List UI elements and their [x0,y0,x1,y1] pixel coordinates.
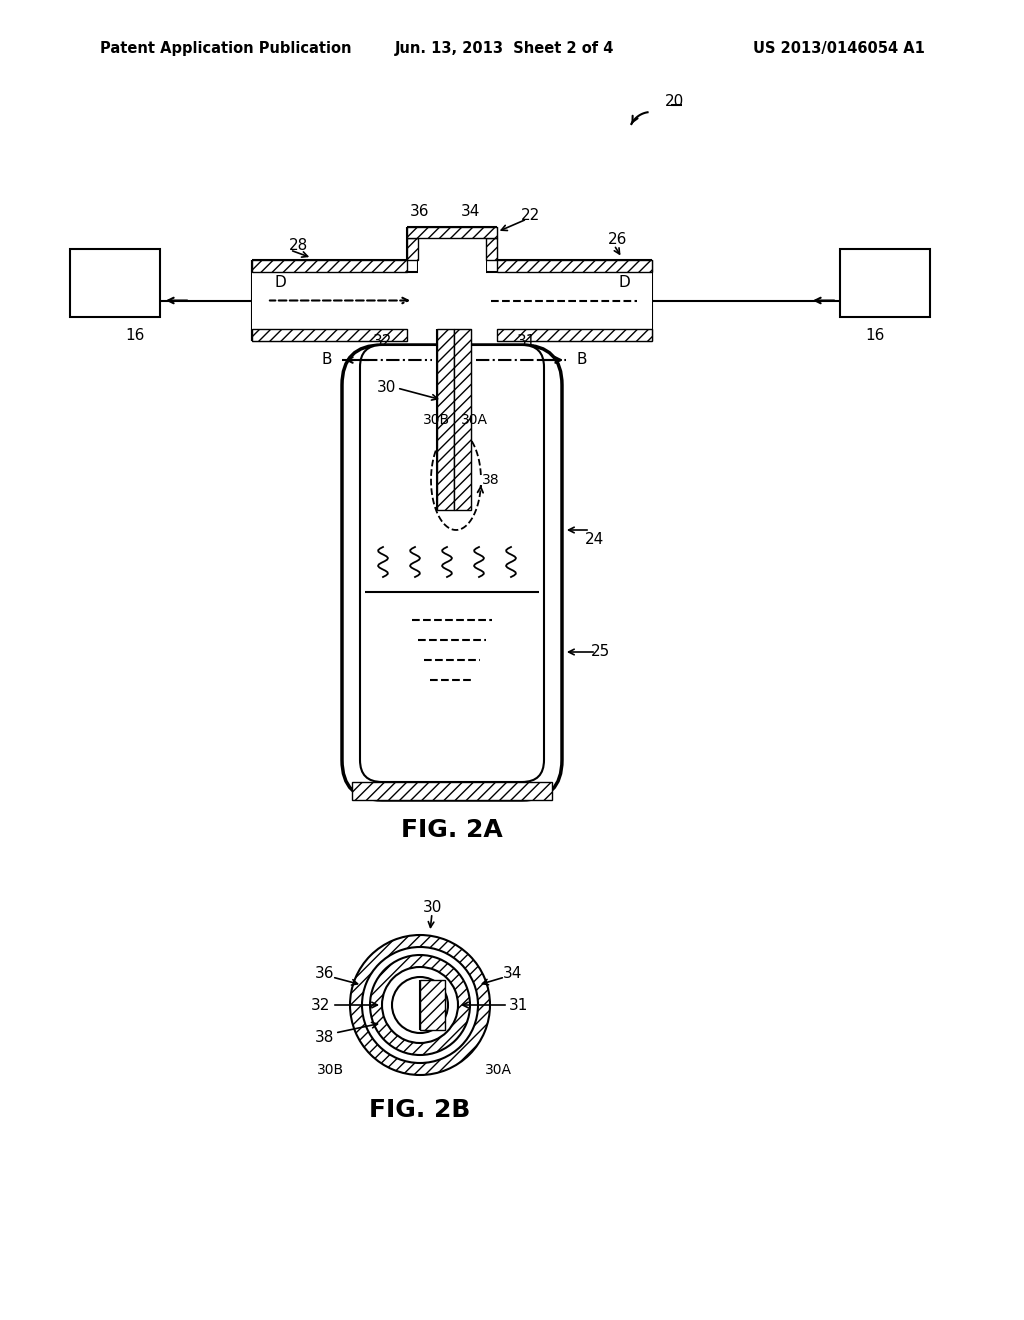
Text: 32: 32 [310,998,330,1012]
Text: 34: 34 [461,205,479,219]
Text: 25: 25 [591,644,609,660]
Polygon shape [252,272,407,329]
Polygon shape [70,249,160,317]
Text: 26: 26 [608,232,628,248]
Text: Jun. 13, 2013  Sheet 2 of 4: Jun. 13, 2013 Sheet 2 of 4 [395,41,614,55]
Polygon shape [407,227,497,238]
Circle shape [392,977,449,1034]
Text: D: D [618,275,630,290]
Text: 32: 32 [373,334,392,350]
Text: 31: 31 [516,334,536,350]
Text: 22: 22 [520,207,540,223]
Text: 38: 38 [315,1030,335,1044]
Polygon shape [252,329,407,341]
Polygon shape [418,238,486,272]
Polygon shape [352,781,552,800]
Text: 30B: 30B [316,1063,344,1077]
Polygon shape [420,979,445,1030]
Text: 30A: 30A [484,1063,512,1077]
Polygon shape [437,329,454,510]
FancyBboxPatch shape [360,345,544,781]
Text: 36: 36 [315,965,335,981]
Text: 20: 20 [666,95,685,110]
Polygon shape [454,329,471,510]
Text: 30A: 30A [461,413,487,426]
Text: 30: 30 [422,899,441,915]
Polygon shape [252,260,407,272]
Text: 28: 28 [289,238,307,252]
Text: D: D [274,275,286,290]
Text: 16: 16 [865,327,885,342]
Polygon shape [840,249,930,317]
Text: B: B [575,352,587,367]
Text: 34: 34 [503,965,521,981]
Polygon shape [407,238,418,260]
Polygon shape [497,272,652,329]
Polygon shape [497,329,652,341]
Text: 30: 30 [377,380,396,396]
Text: 16: 16 [125,327,144,342]
Text: B: B [322,352,332,367]
Text: FIG. 2A: FIG. 2A [401,818,503,842]
FancyBboxPatch shape [342,345,562,800]
Text: 38: 38 [482,473,500,487]
Text: 36: 36 [411,205,430,219]
Text: 30B: 30B [423,413,450,426]
Text: 31: 31 [508,998,527,1012]
Text: FIG. 2B: FIG. 2B [370,1098,471,1122]
Text: Patent Application Publication: Patent Application Publication [100,41,351,55]
Text: 24: 24 [586,532,604,548]
Text: US 2013/0146054 A1: US 2013/0146054 A1 [753,41,925,55]
Polygon shape [497,260,652,272]
Polygon shape [486,238,497,260]
